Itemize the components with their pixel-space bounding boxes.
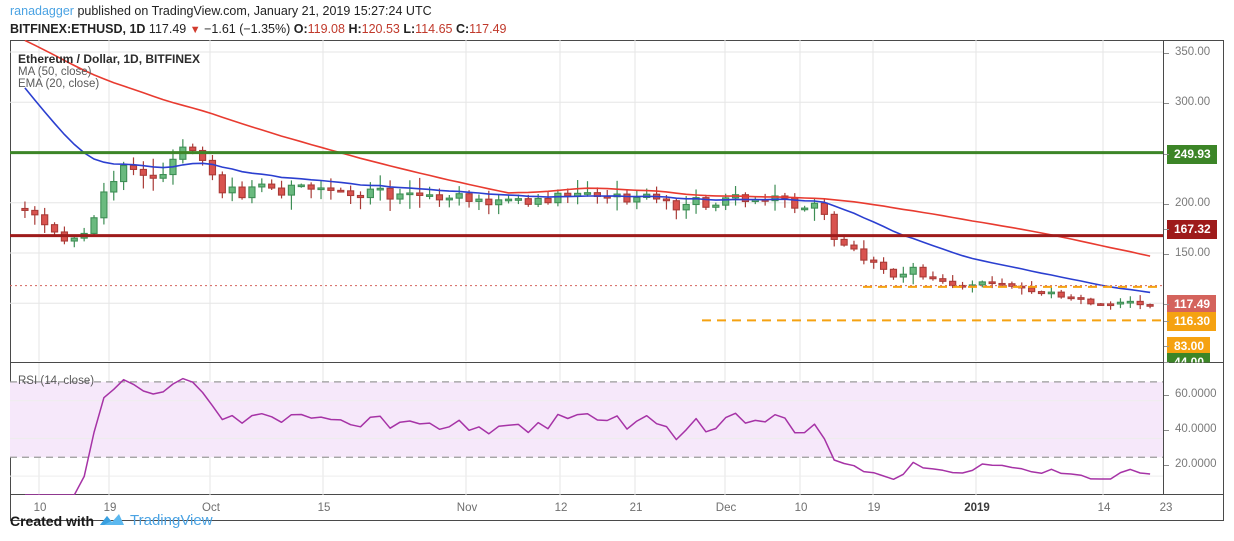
open-value: 119.08 xyxy=(307,22,345,36)
rsi-tick-label: 40.0000 xyxy=(1175,423,1217,435)
rsi-tick-label: 60.0000 xyxy=(1175,388,1217,400)
symbol-label[interactable]: BITFINEX:ETHUSD, 1D xyxy=(10,22,146,36)
axis-tick-mark xyxy=(1164,430,1169,431)
price-tick-label: 300.00 xyxy=(1175,96,1211,108)
axis-tick-mark xyxy=(1164,346,1169,347)
time-axis-label: Oct xyxy=(202,502,220,514)
tradingview-brand[interactable]: TradingView xyxy=(130,512,213,529)
publish-text: published on TradingView.com, January 21… xyxy=(77,4,432,18)
rsi-pane[interactable] xyxy=(10,362,1224,495)
legend-ma50[interactable]: MA (50, close) xyxy=(18,66,92,78)
price-change: −1.61 (−1.35%) xyxy=(204,22,291,36)
last-price: 117.49 xyxy=(148,22,187,36)
footer: Created with TradingView xyxy=(10,512,213,529)
time-axis-label: 15 xyxy=(317,502,331,514)
price-label-resistance-249[interactable]: 249.93 xyxy=(1167,145,1217,164)
legend-ema20[interactable]: EMA (20, close) xyxy=(18,78,100,90)
price-tick-label: 350.00 xyxy=(1175,46,1211,58)
high-label: H: xyxy=(348,22,362,36)
price-tick-label: 150.00 xyxy=(1175,247,1211,259)
price-label-resistance-167[interactable]: 167.32 xyxy=(1167,220,1217,239)
time-axis-label: 10 xyxy=(33,502,47,514)
price-label-clipped-green[interactable]: 44.00 xyxy=(1167,353,1211,363)
close-label: C: xyxy=(455,22,470,36)
price-tick-label: 200.00 xyxy=(1175,197,1211,209)
axis-tick-mark xyxy=(1164,204,1169,205)
price-plot[interactable] xyxy=(10,40,1163,361)
time-axis[interactable] xyxy=(10,495,1224,521)
time-axis-label: Nov xyxy=(456,502,478,514)
created-with-label: Created with xyxy=(10,512,95,529)
rsi-plot[interactable] xyxy=(10,363,1163,495)
price-axis[interactable]: 350.00 300.00 200.00 150.00 60.0000 40.0000 20… xyxy=(1164,0,1234,541)
time-axis-label: 14 xyxy=(1097,502,1111,514)
open-label: O: xyxy=(293,22,308,36)
low-label: L: xyxy=(403,22,416,36)
legend-rsi[interactable]: RSI (14, close) xyxy=(18,375,95,387)
rsi-tick-label: 20.0000 xyxy=(1175,458,1217,470)
publish-line: ranadagger published on TradingView.com,… xyxy=(10,4,432,18)
axis-tick-mark xyxy=(1164,53,1169,54)
high-value: 120.53 xyxy=(361,22,400,36)
axis-tick-mark xyxy=(1164,304,1169,305)
axis-separator xyxy=(1163,40,1164,495)
time-axis-label: 21 xyxy=(629,502,643,514)
time-axis-label: 2019 xyxy=(964,502,990,514)
axis-tick-mark xyxy=(1164,362,1169,363)
price-label-last[interactable]: 117.49 xyxy=(1167,295,1217,314)
legend-title: Ethereum / Dollar, 1D, BITFINEX xyxy=(18,52,201,66)
axis-tick-mark xyxy=(1164,395,1169,396)
chart-frame xyxy=(10,40,1224,495)
axis-tick-mark xyxy=(1164,321,1169,322)
time-axis-label: 19 xyxy=(103,502,117,514)
time-axis-label: Dec xyxy=(715,502,737,514)
price-label-ma-116[interactable]: 116.30 xyxy=(1167,312,1217,331)
low-value: 114.65 xyxy=(415,22,453,36)
time-axis-label: 23 xyxy=(1159,502,1173,514)
rsi-legend[interactable]: RSI (14, close) xyxy=(18,375,94,387)
down-arrow-icon: ▼ xyxy=(189,24,201,36)
author-name[interactable]: ranadagger xyxy=(10,4,74,18)
time-axis-label: 12 xyxy=(554,502,568,514)
price-pane[interactable] xyxy=(10,40,1224,361)
quote-line: BITFINEX:ETHUSD, 1D 117.49 ▼ −1.61 (−1.3… xyxy=(10,22,506,36)
time-axis-label: 19 xyxy=(867,502,881,514)
price-legend: Ethereum / Dollar, 1D, BITFINEX MA (50, … xyxy=(18,52,200,90)
time-axis-label: 10 xyxy=(794,502,808,514)
tradingview-logo-icon xyxy=(99,512,125,529)
axis-tick-mark xyxy=(1164,154,1169,155)
axis-tick-mark xyxy=(1164,465,1169,466)
axis-tick-mark xyxy=(1164,229,1169,230)
axis-tick-mark xyxy=(1164,254,1169,255)
close-value: 117.49 xyxy=(469,22,507,36)
price-label-support-83[interactable]: 83.00 xyxy=(1167,337,1211,356)
axis-tick-mark xyxy=(1164,103,1169,104)
